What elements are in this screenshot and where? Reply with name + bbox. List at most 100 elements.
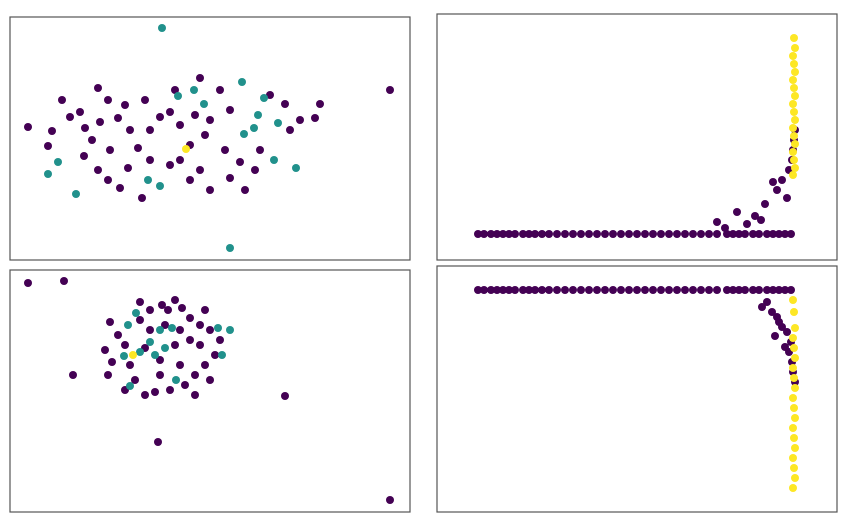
point	[106, 146, 114, 154]
point	[649, 230, 657, 238]
point	[69, 371, 77, 379]
point	[545, 286, 553, 294]
point	[763, 298, 771, 306]
point	[174, 92, 182, 100]
point	[689, 286, 697, 294]
point	[511, 230, 519, 238]
point	[151, 388, 159, 396]
point	[665, 230, 673, 238]
point	[735, 230, 743, 238]
point	[156, 371, 164, 379]
point	[538, 286, 546, 294]
point	[633, 286, 641, 294]
point	[790, 434, 798, 442]
point	[201, 306, 209, 314]
point	[156, 182, 164, 190]
point	[172, 376, 180, 384]
point	[161, 344, 169, 352]
point	[132, 309, 140, 317]
plot-frame	[436, 265, 838, 513]
point	[474, 286, 482, 294]
point	[791, 68, 799, 76]
point	[681, 230, 689, 238]
point	[713, 230, 721, 238]
point	[569, 286, 577, 294]
point	[783, 328, 791, 336]
point	[769, 230, 777, 238]
point	[633, 230, 641, 238]
point	[787, 286, 795, 294]
point	[104, 371, 112, 379]
point	[311, 114, 319, 122]
point	[755, 286, 763, 294]
point	[206, 326, 214, 334]
point	[789, 171, 797, 179]
point	[790, 464, 798, 472]
point	[775, 230, 783, 238]
point	[156, 326, 164, 334]
point	[250, 124, 258, 132]
point	[758, 303, 766, 311]
point	[561, 286, 569, 294]
point	[281, 100, 289, 108]
point	[121, 341, 129, 349]
point	[200, 100, 208, 108]
point	[499, 286, 507, 294]
point	[181, 381, 189, 389]
point	[741, 230, 749, 238]
point	[266, 91, 274, 99]
point	[386, 496, 394, 504]
point	[114, 331, 122, 339]
point	[281, 392, 289, 400]
point	[136, 348, 144, 356]
point	[216, 86, 224, 94]
point	[480, 286, 488, 294]
point	[749, 230, 757, 238]
point	[221, 146, 229, 154]
point	[161, 321, 169, 329]
point	[673, 230, 681, 238]
point	[791, 414, 799, 422]
point	[138, 194, 146, 202]
point	[791, 444, 799, 452]
point	[136, 298, 144, 306]
point	[214, 324, 222, 332]
point	[705, 230, 713, 238]
point	[206, 186, 214, 194]
point	[790, 308, 798, 316]
point	[178, 304, 186, 312]
point	[790, 60, 798, 68]
point	[201, 131, 209, 139]
point	[729, 230, 737, 238]
point	[196, 166, 204, 174]
point	[789, 364, 797, 372]
point	[226, 106, 234, 114]
point	[241, 186, 249, 194]
point	[296, 116, 304, 124]
point	[789, 100, 797, 108]
point	[24, 279, 32, 287]
point	[182, 145, 190, 153]
point	[480, 230, 488, 238]
point	[141, 96, 149, 104]
point	[781, 286, 789, 294]
point	[681, 286, 689, 294]
point	[120, 352, 128, 360]
point	[771, 332, 779, 340]
point	[617, 286, 625, 294]
point	[487, 286, 495, 294]
point	[186, 336, 194, 344]
point	[791, 324, 799, 332]
point	[775, 286, 783, 294]
point	[511, 286, 519, 294]
point	[54, 158, 62, 166]
point	[166, 108, 174, 116]
point	[789, 148, 797, 156]
point	[126, 126, 134, 134]
point	[493, 286, 501, 294]
point	[44, 170, 52, 178]
point	[106, 318, 114, 326]
point	[88, 136, 96, 144]
point	[791, 92, 799, 100]
point	[114, 114, 122, 122]
